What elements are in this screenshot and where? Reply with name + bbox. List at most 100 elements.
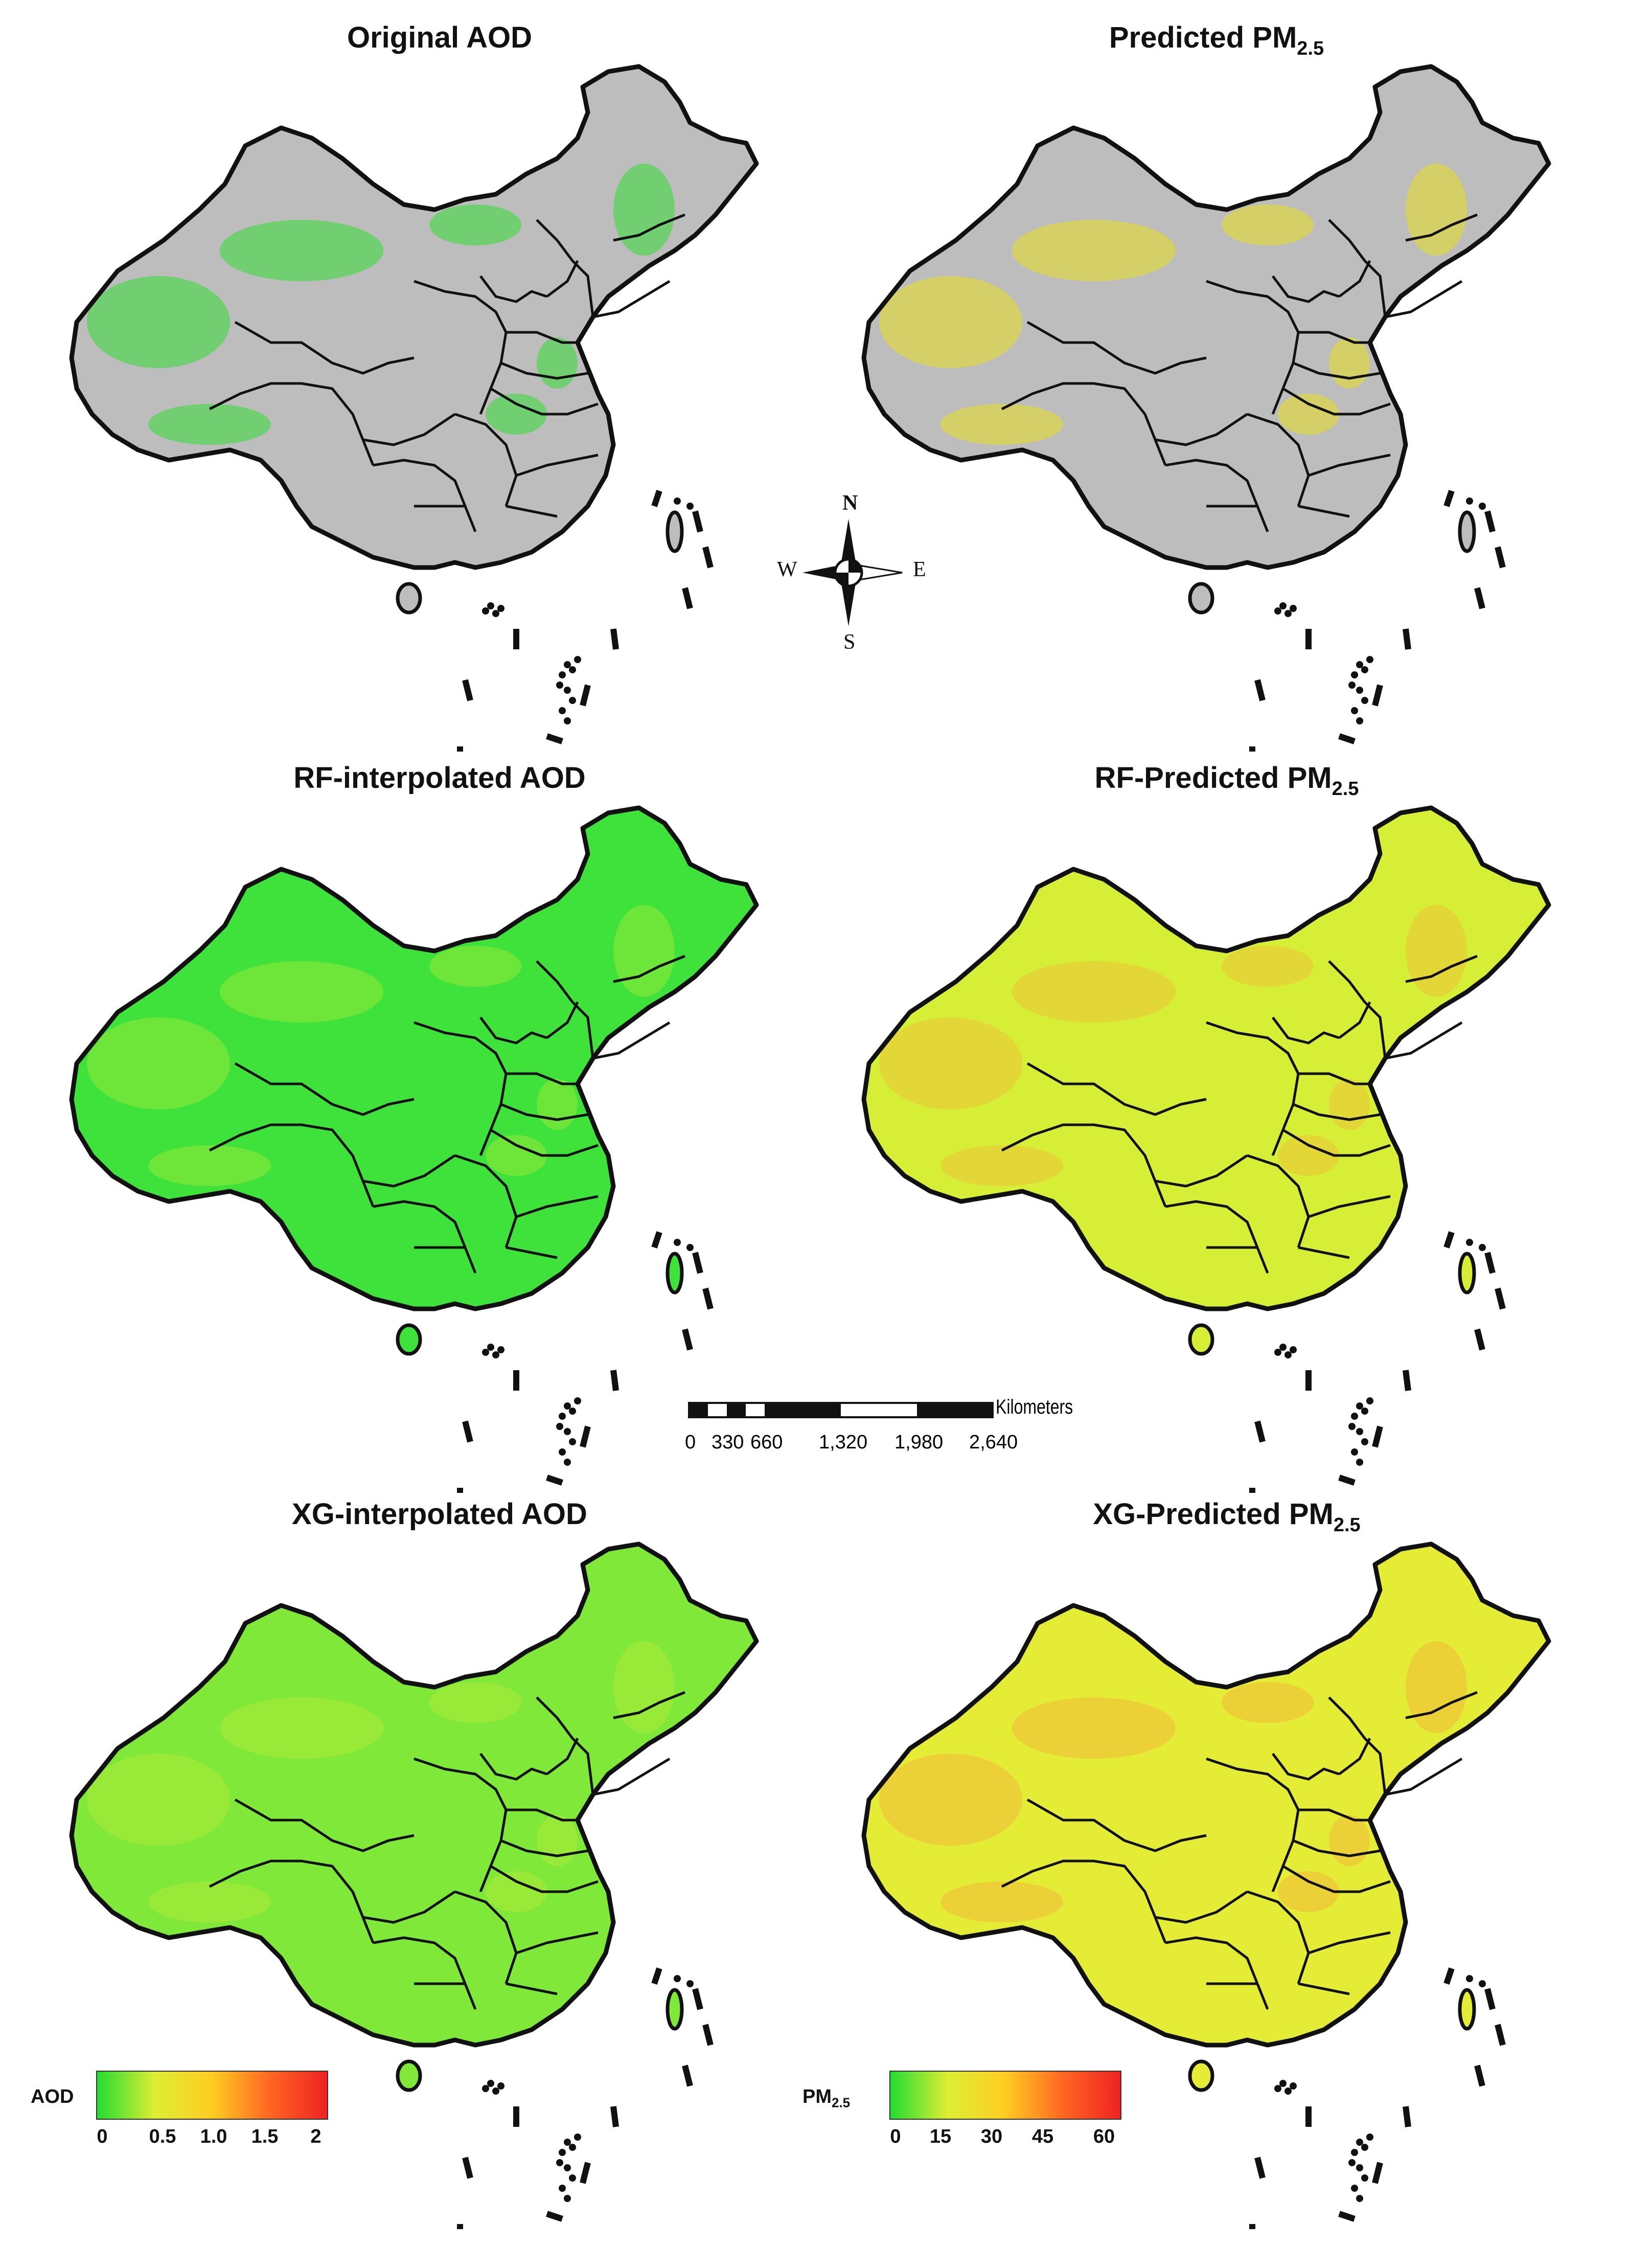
small-island (559, 2185, 566, 2192)
small-island (574, 656, 581, 663)
small-island (564, 661, 571, 668)
province-border (1026, 321, 1207, 375)
scale-bar: Kilometers 0 330 660 1,320 1,980 2,640 (685, 1396, 1073, 1462)
map-rf-predicted-pm25 (861, 805, 1551, 1493)
province-border (414, 1021, 508, 1156)
province-border (1328, 219, 1387, 317)
china-landmass (72, 808, 756, 1309)
small-island (1290, 605, 1297, 612)
island (1458, 1252, 1476, 1295)
province-border (1308, 1931, 1391, 1955)
small-island (1279, 2080, 1287, 2087)
maritime-boundary-dash (651, 1967, 662, 1985)
legend-aod-ticks: 0 0.5 1.0 1.5 2 (96, 2126, 326, 2151)
small-island (1479, 1980, 1486, 1987)
small-island (559, 707, 566, 714)
small-island (1351, 2185, 1358, 2192)
value-patch (537, 337, 578, 389)
maritime-boundary-dash (702, 546, 714, 569)
province-border (506, 331, 578, 344)
island (1458, 510, 1476, 553)
island (666, 1252, 684, 1295)
maritime-boundary-dash (692, 1988, 703, 2010)
small-island (482, 2085, 489, 2092)
value-patch (940, 1881, 1063, 1922)
map-predicted-pm25 (861, 64, 1551, 752)
province-border (613, 1691, 685, 1719)
small-island (1361, 2174, 1368, 2182)
province-border (500, 361, 588, 380)
value-patch (879, 276, 1022, 368)
small-island (487, 602, 494, 609)
province-border (373, 1936, 477, 2010)
maritime-boundary-dash (1443, 1231, 1455, 1249)
value-patch (486, 1135, 547, 1176)
province-border (506, 1072, 578, 1085)
china-landmass (864, 1544, 1549, 2045)
value-patch (220, 220, 383, 281)
country-border (861, 805, 1551, 1311)
small-island (569, 2144, 576, 2151)
value-patch (429, 946, 521, 987)
province-border (536, 1696, 594, 1795)
province-border (362, 413, 456, 446)
small-island (1348, 1423, 1356, 1430)
small-island (1274, 607, 1281, 615)
value-patch (1329, 1815, 1370, 1866)
value-patch (148, 1881, 271, 1922)
legend-pm25: PM2.5 0 15 30 45 60 (802, 2066, 1140, 2158)
small-island (1466, 1239, 1473, 1246)
small-island (564, 1459, 571, 1466)
maritime-boundary-dash (1443, 1967, 1455, 1985)
scale-tick: 660 (750, 1432, 783, 1453)
value-patch (537, 1815, 578, 1866)
maritime-boundary-dash (1372, 1425, 1383, 1448)
scale-bar-unit: Kilometers (996, 1396, 1073, 1418)
small-island (1279, 602, 1287, 609)
province-border (234, 1062, 415, 1116)
value-patch (148, 404, 271, 445)
island (1188, 582, 1214, 615)
small-island (556, 2159, 563, 2166)
province-border (1282, 387, 1391, 416)
maritime-boundary-dash (1495, 2024, 1506, 2046)
province-border (1338, 1737, 1371, 1775)
small-island (574, 1397, 581, 1404)
province-border (1328, 960, 1387, 1059)
country-border (861, 1541, 1551, 2048)
value-patch (1278, 394, 1339, 435)
small-island (559, 2149, 566, 2156)
maritime-boundary-dash (1372, 2162, 1383, 2184)
province-border (500, 1103, 588, 1121)
compass-south-label: S (843, 630, 856, 654)
value-patch (613, 905, 675, 997)
province-border (516, 453, 599, 477)
small-island (1290, 1346, 1297, 1353)
small-island (1356, 717, 1363, 724)
maritime-boundary-dash (1338, 1474, 1356, 1486)
small-island (1361, 1438, 1368, 1445)
china-landmass (72, 1544, 756, 2045)
province-border (1001, 1123, 1167, 1207)
compass-east-label: E (913, 558, 926, 581)
province-border (1282, 1865, 1391, 1893)
province-border (490, 1865, 599, 1893)
island (1188, 1323, 1214, 1356)
maritime-boundary-dash (1495, 1287, 1506, 1310)
province-border (516, 1931, 599, 1955)
small-island (1356, 687, 1363, 694)
value-patch (613, 164, 675, 256)
province-border (454, 1154, 518, 1248)
maritime-boundary-dash (462, 679, 473, 701)
small-island (569, 666, 576, 673)
maritime-boundary-dash (1372, 684, 1383, 707)
small-island (1274, 1349, 1281, 1356)
province-border (1405, 213, 1478, 242)
maritime-boundary-dash (702, 1287, 714, 1310)
province-border (479, 1753, 547, 1781)
country-border (69, 64, 759, 570)
small-island (559, 1413, 566, 1420)
small-island (1356, 2164, 1363, 2171)
small-island (482, 607, 489, 615)
value-patch (429, 1682, 521, 1723)
